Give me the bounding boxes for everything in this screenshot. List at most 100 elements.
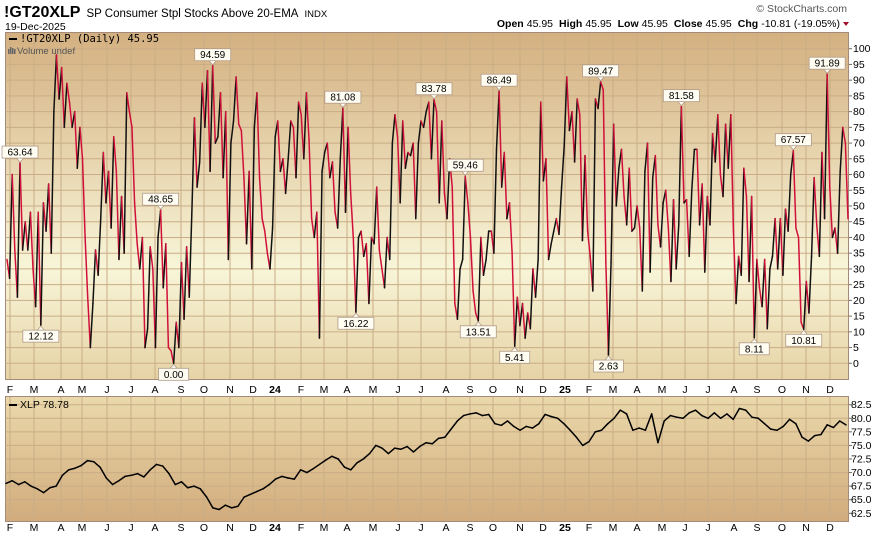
y-tick-label: 35 [853, 248, 865, 260]
chart-date: 19-Dec-2025 [5, 21, 66, 33]
x-tick-label: 25 [559, 522, 571, 534]
x-tick-label: M [609, 384, 618, 396]
x-tick-label: S [177, 522, 184, 534]
line-segment [288, 478, 294, 479]
x-tick-label: S [466, 384, 473, 396]
x-tick-label: J [418, 384, 423, 396]
data-label-text: 86.49 [487, 76, 512, 87]
x-tick-label: F [298, 384, 304, 396]
y-tick-label: 65 [853, 153, 865, 165]
data-label-text: 13.51 [466, 327, 491, 338]
data-label-text: 81.08 [330, 93, 355, 104]
close-label: Close [674, 18, 703, 30]
x-tick-label: 24 [269, 384, 281, 396]
x-tick-label: O [200, 522, 208, 534]
x-tick-label: F [7, 522, 13, 534]
y-tick-label: 77.5 [851, 426, 872, 438]
x-tick-label: O [200, 384, 208, 396]
copyright-link[interactable]: © StockCharts.com [756, 3, 847, 15]
y-tick-label: 82.5 [851, 399, 872, 411]
line-segment [815, 435, 821, 436]
x-tick-label: J [128, 384, 133, 396]
y-tick-label: 80 [853, 106, 865, 118]
y-tick-label: 75.0 [851, 440, 872, 452]
exchange-label: INDX [304, 9, 327, 20]
legend-line-icon [9, 38, 17, 40]
x-tick-label: A [343, 384, 350, 396]
y-tick-label: 60 [853, 169, 865, 181]
x-tick-label: A [343, 522, 350, 534]
x-tick-label: J [418, 522, 423, 534]
x-tick-label: A [151, 384, 158, 396]
x-tick-label: M [369, 522, 378, 534]
price-panel: 82.580.077.575.072.570.067.565.062.5 XLP… [6, 397, 872, 522]
y-tick-label: 50 [853, 201, 865, 213]
x-tick-label: S [753, 384, 760, 396]
x-tick-label: J [395, 522, 400, 534]
line-segment [677, 417, 683, 418]
data-label-text: 81.58 [669, 91, 694, 102]
data-label-text: 2.63 [599, 362, 619, 373]
x-tick-label: J [682, 384, 687, 396]
x-tick-label: J [705, 522, 710, 534]
y-tick-label: 62.5 [851, 508, 872, 520]
indicator-panel: 63.6412.1294.5948.650.0081.0816.2283.785… [2, 33, 871, 381]
indicator-legend: !GT20XLP (Daily) 45.95 [20, 33, 159, 45]
x-tick-label: O [778, 384, 786, 396]
x-tick-label: S [753, 522, 760, 534]
y-tick-label: 85 [853, 90, 865, 102]
y-tick-label: 65.0 [851, 494, 872, 506]
data-label-text: 0.00 [164, 370, 184, 381]
y-tick-label: 55 [853, 185, 865, 197]
x-tick-label: A [57, 522, 64, 534]
y-tick-label: 40 [853, 232, 865, 244]
data-label-text: 63.64 [8, 148, 33, 159]
data-label-text: 12.12 [28, 332, 53, 343]
open-value: 45.95 [527, 18, 553, 30]
y-tick-label: 100 [853, 43, 871, 55]
line-segment [87, 461, 93, 462]
x-tick-label: J [104, 522, 109, 534]
data-label-text: 83.78 [421, 84, 446, 95]
x-tick-label: J [395, 384, 400, 396]
x-tick-label: D [249, 384, 257, 396]
x-tick-label: N [226, 522, 234, 534]
y-tick-label: 90 [853, 75, 865, 87]
line-segment [752, 417, 758, 418]
symbol-description: SP Consumer Stpl Stocks Above 20-EMA [86, 8, 298, 20]
x-tick-label: N [516, 522, 524, 534]
open-label: Open [497, 18, 524, 30]
data-label-text: 59.46 [453, 161, 478, 172]
x-tick-label: 25 [559, 384, 571, 396]
y-tick-label: 10 [853, 326, 865, 338]
data-label-text: 48.65 [148, 195, 173, 206]
x-tick-label: F [7, 384, 13, 396]
x-tick-label: D [249, 522, 257, 534]
y-tick-label: 30 [853, 263, 865, 275]
x-tick-label: J [104, 384, 109, 396]
x-tick-label: A [633, 384, 640, 396]
line-segment [125, 475, 131, 476]
x-tick-label: N [802, 522, 810, 534]
chg-value: -10.81 (-19.05%) [761, 18, 840, 30]
x-tick-label: M [609, 522, 618, 534]
line-segment [426, 443, 432, 444]
x-tick-label: M [658, 384, 667, 396]
x-tick-label: M [369, 384, 378, 396]
x-tick-label: M [30, 522, 39, 534]
price-legend: XLP 78.78 [20, 399, 69, 411]
x-tick-label: F [586, 384, 592, 396]
data-label-text: 67.57 [781, 135, 806, 146]
y-tick-label: 5 [853, 342, 859, 354]
x-tick-label: A [151, 522, 158, 534]
x-tick-label: D [826, 384, 834, 396]
x-tick-label: M [78, 384, 87, 396]
x-tick-label: O [778, 522, 786, 534]
price-y-axis: 82.580.077.575.072.570.067.565.062.5 [849, 399, 872, 520]
x-tick-label: M [78, 522, 87, 534]
